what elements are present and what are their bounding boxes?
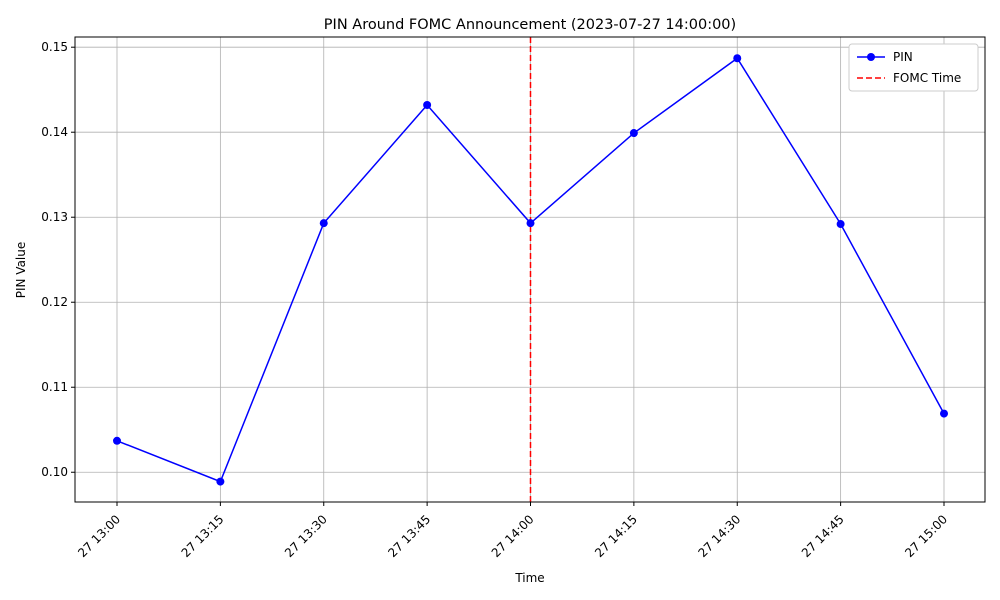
pin-data-point — [216, 477, 225, 486]
legend-box — [848, 43, 979, 92]
x-tick-label: 27 14:00 — [489, 512, 537, 560]
pin-data-point — [113, 436, 121, 445]
y-tick-label: 0.11 — [41, 380, 68, 394]
chart-title: PIN Around FOMC Announcement (2023-07-27… — [324, 17, 736, 33]
legend: PIN FOMC Time — [848, 43, 979, 92]
y-tick-label: 0.12 — [41, 295, 68, 309]
pin-data-point — [319, 219, 328, 228]
x-tick-label: 27 14:45 — [799, 512, 847, 560]
pin-data-point — [836, 220, 845, 229]
series-layer — [113, 54, 948, 486]
x-tick-label: 27 14:30 — [696, 512, 744, 560]
pin-data-point — [423, 101, 432, 110]
legend-pin-marker — [867, 53, 875, 61]
legend-pin-label: PIN — [893, 50, 913, 64]
y-axis-label: PIN Value — [14, 242, 28, 299]
y-tick-label: 0.15 — [41, 40, 68, 54]
y-tick-label: 0.10 — [41, 465, 68, 479]
y-tick-label: 0.14 — [41, 125, 68, 139]
pin-data-point — [629, 129, 638, 138]
pin-data-point — [526, 219, 535, 228]
x-tick-label: 27 15:00 — [902, 512, 950, 560]
x-tick-label: 27 13:00 — [75, 512, 123, 560]
legend-fomc-label: FOMC Time — [893, 71, 961, 85]
x-tick-label: 27 14:15 — [592, 512, 640, 560]
y-axis-ticks: 0.10 0.11 0.12 0.13 0.14 0.15 — [41, 40, 75, 479]
x-axis-ticks: 27 13:00 27 13:15 27 13:30 27 13:45 27 14:00… — [75, 502, 950, 560]
pin-data-point — [733, 54, 742, 63]
x-tick-label: 27 13:15 — [179, 512, 227, 560]
pin-data-point — [940, 409, 948, 418]
plot-background — [75, 37, 985, 502]
x-tick-label: 27 13:45 — [385, 512, 433, 560]
y-tick-label: 0.13 — [41, 210, 68, 224]
x-tick-label: 27 13:30 — [282, 512, 330, 560]
x-axis-label: Time — [514, 571, 544, 585]
